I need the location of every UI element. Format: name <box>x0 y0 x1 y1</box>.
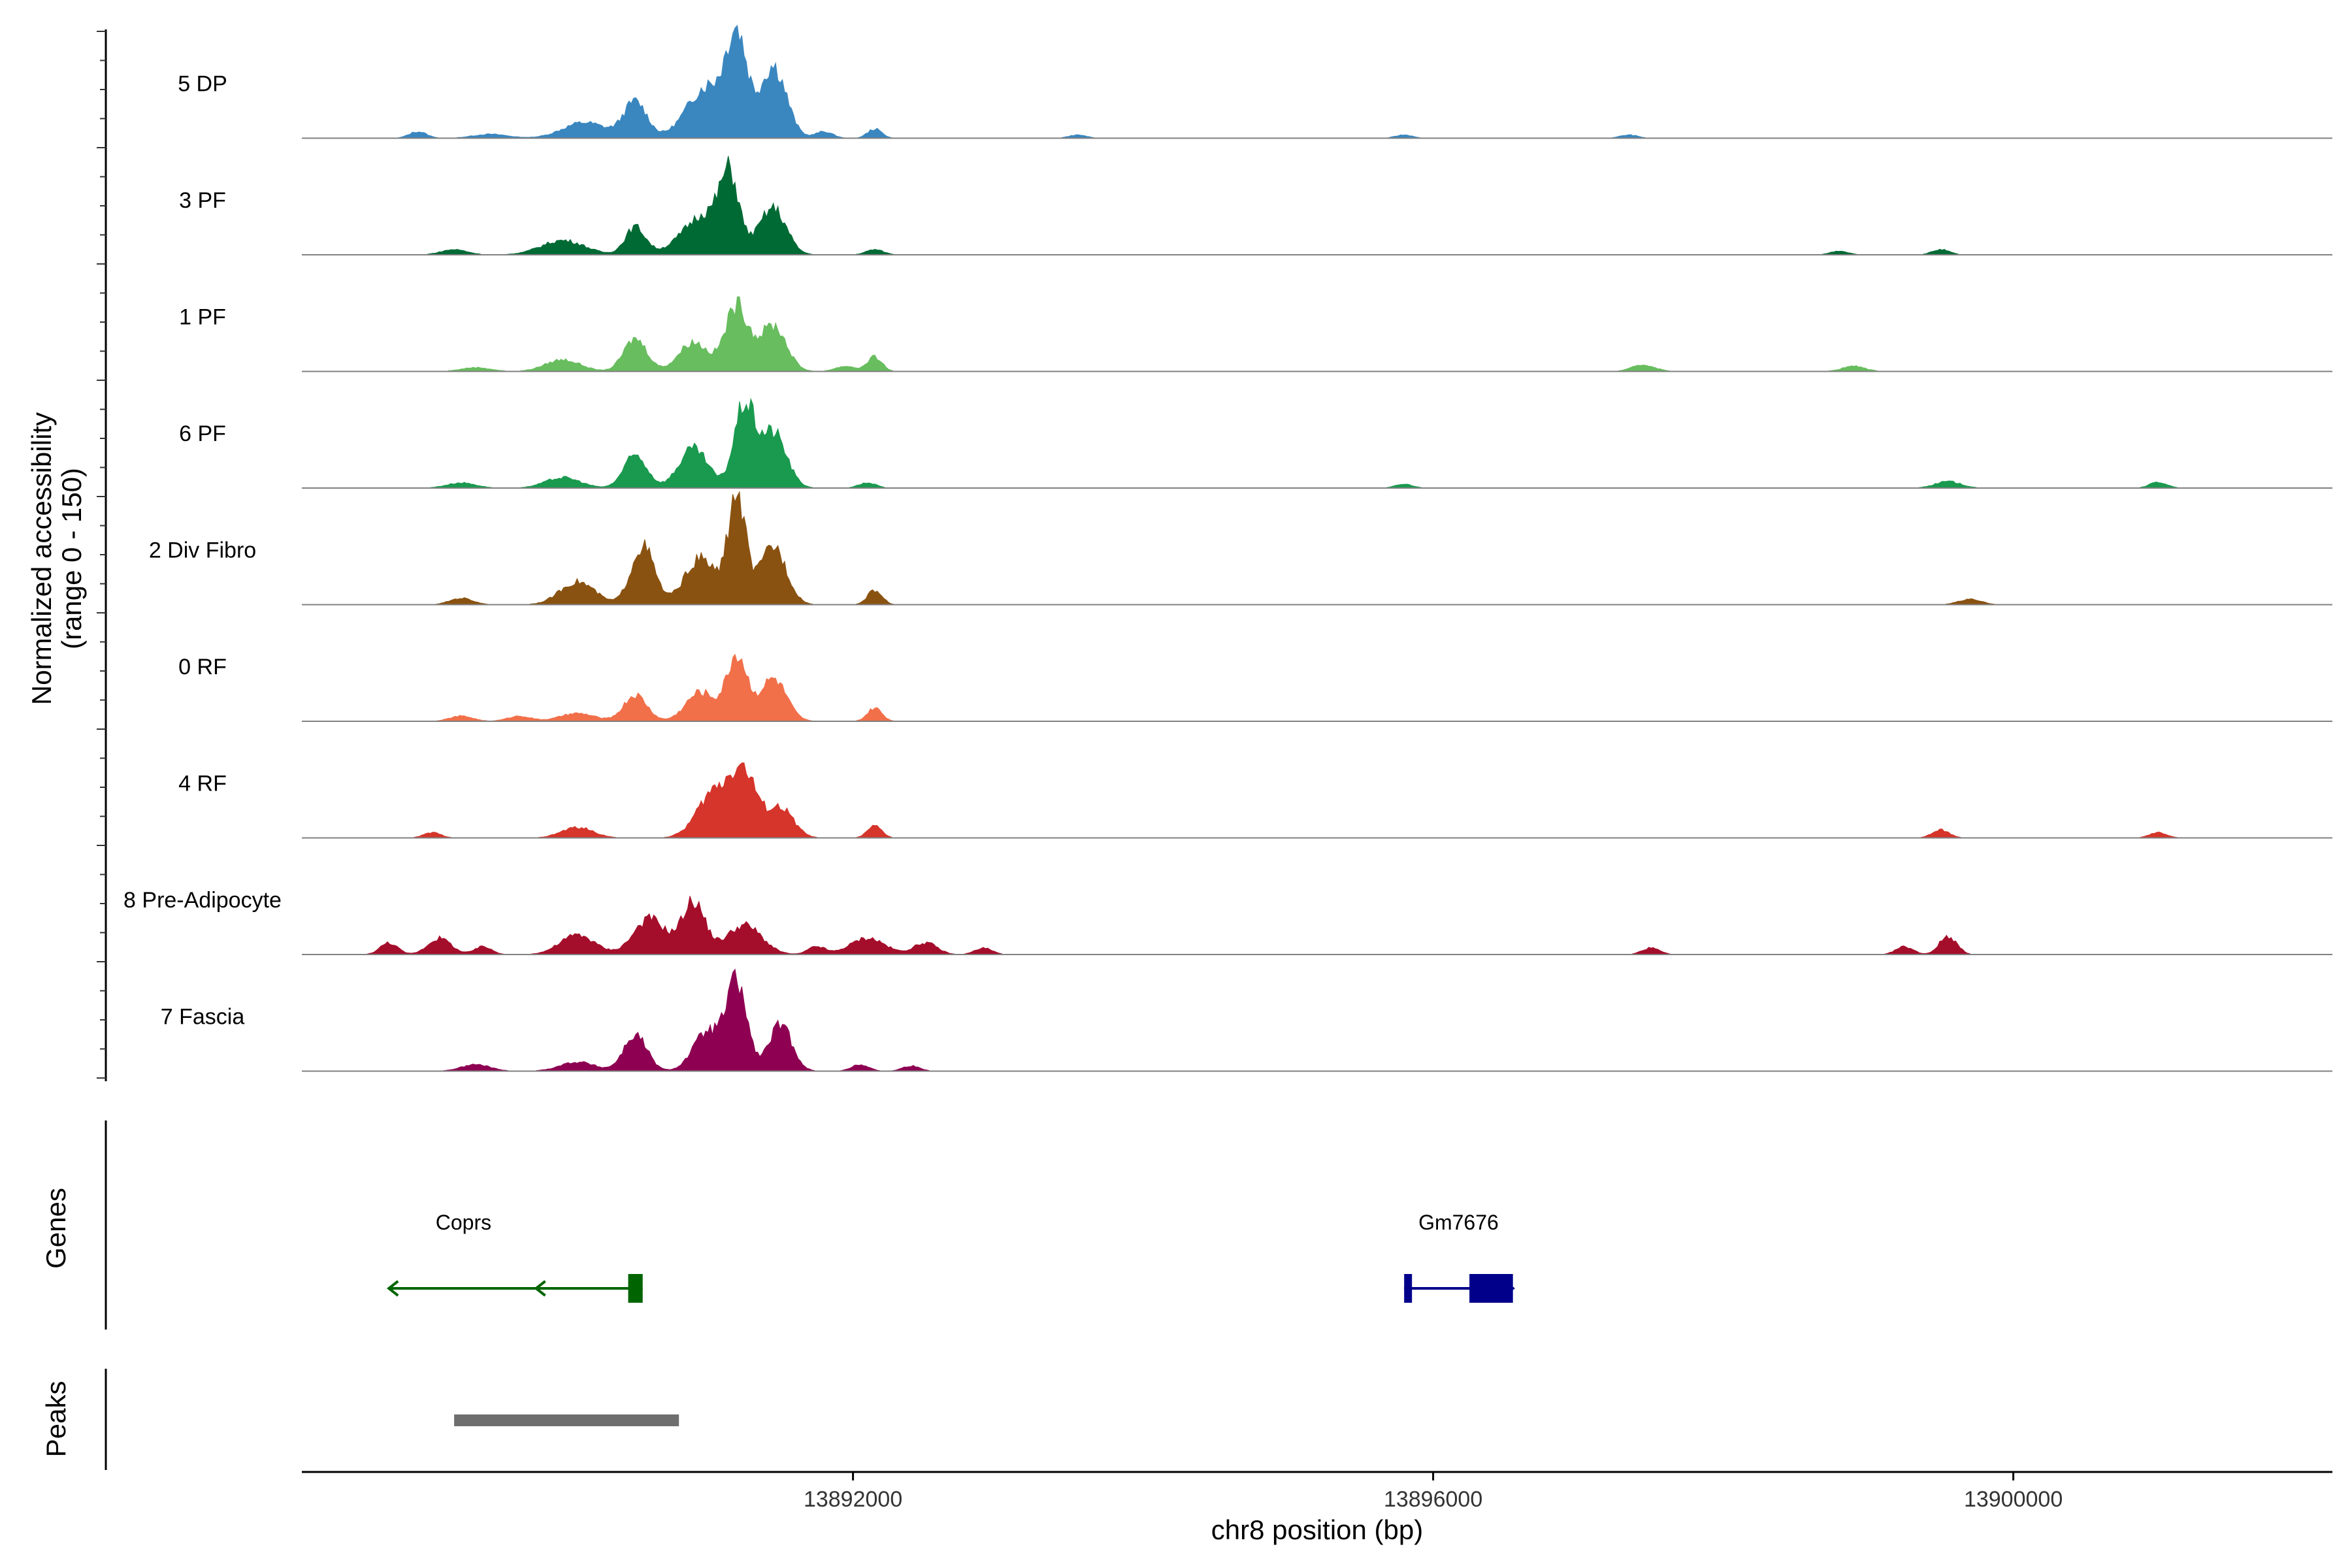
coverage-area <box>302 968 2332 1071</box>
track-label: 7 Fascia <box>161 1005 245 1030</box>
track-5-dp: 5 DP <box>178 24 2332 139</box>
track-3-pf: 3 PF <box>179 155 2332 255</box>
track-2-div-fibro: 2 Div Fibro <box>149 491 2332 606</box>
gene-exon <box>1469 1274 1513 1303</box>
coverage-area <box>302 491 2332 605</box>
coverage-area <box>302 397 2332 489</box>
gene-annotations: Coprs Gm7676 <box>386 1211 1515 1303</box>
strand-arrow <box>386 1280 399 1297</box>
track-8-pre-adipocyte: 8 Pre-Adipocyte <box>123 888 2332 955</box>
track-1-pf: 1 PF <box>179 296 2332 372</box>
coverage-area <box>302 296 2332 372</box>
track-0-rf: 0 RF <box>178 653 2332 722</box>
peak-bar <box>454 1414 679 1426</box>
strand-arrow <box>534 1280 546 1297</box>
x-tick-label: 13900000 <box>1964 1487 2063 1512</box>
track-label: 3 PF <box>179 188 226 213</box>
track-7-fascia: 7 Fascia <box>161 968 2332 1072</box>
track-label: 6 PF <box>179 421 226 446</box>
coverage-y-axis-title: Normalized accessibility (range 0 - 150) <box>26 412 87 705</box>
track-label: 8 Pre-Adipocyte <box>123 888 282 913</box>
x-tick-label: 13896000 <box>1384 1487 1482 1512</box>
track-label: 2 Div Fibro <box>149 538 256 563</box>
track-6-pf: 6 PF <box>179 397 2332 489</box>
coverage-tracks: 5 DP 3 PF 1 PF 6 PF 2 Div Fibro 0 RF 4 RF 8 Pre… <box>123 24 2332 1072</box>
track-label: 0 RF <box>178 655 227 679</box>
coverage-area <box>302 653 2332 722</box>
gene-exon <box>628 1274 643 1303</box>
y-axis-title-line1: Normalized accessibility <box>26 412 57 705</box>
track-label: 1 PF <box>179 305 226 330</box>
gene-coprs: Coprs <box>386 1211 643 1303</box>
peak-regions <box>454 1414 679 1426</box>
coverage-area <box>302 24 2332 139</box>
coverage-area <box>302 155 2332 255</box>
x-tick-label: 13892000 <box>804 1487 902 1512</box>
gene-gm7676: Gm7676 <box>1404 1211 1515 1303</box>
gene-exon <box>1404 1274 1413 1303</box>
track-4-rf: 4 RF <box>178 762 2332 839</box>
x-axis-ticks: 13892000 13896000 13900000 <box>804 1472 2063 1512</box>
coverage-area <box>302 762 2332 838</box>
x-axis-title: chr8 position (bp) <box>1211 1514 1424 1545</box>
track-label: 5 DP <box>178 72 227 97</box>
gene-label: Gm7676 <box>1418 1211 1499 1234</box>
coverage-area <box>302 896 2332 955</box>
track-label: 4 RF <box>178 772 227 796</box>
y-axis-title-line2: (range 0 - 150) <box>56 468 87 649</box>
peaks-panel-title: Peaks <box>41 1381 71 1458</box>
coverage-y-axis-ticks <box>97 31 106 1079</box>
gene-label: Coprs <box>436 1211 491 1234</box>
genes-panel-title: Genes <box>41 1188 71 1269</box>
